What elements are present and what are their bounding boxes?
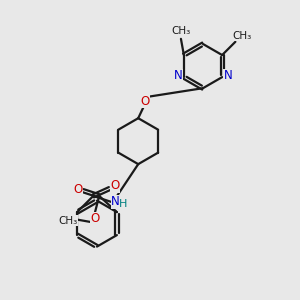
Text: H: H — [119, 199, 128, 209]
Text: N: N — [111, 195, 120, 208]
Text: CH₃: CH₃ — [232, 31, 251, 41]
Text: CH₃: CH₃ — [171, 26, 190, 37]
Text: CH₃: CH₃ — [59, 216, 78, 226]
Text: O: O — [73, 183, 83, 196]
Text: O: O — [140, 94, 149, 108]
Text: O: O — [91, 212, 100, 225]
Text: N: N — [174, 69, 182, 82]
Text: N: N — [224, 69, 232, 82]
Text: O: O — [110, 179, 119, 192]
